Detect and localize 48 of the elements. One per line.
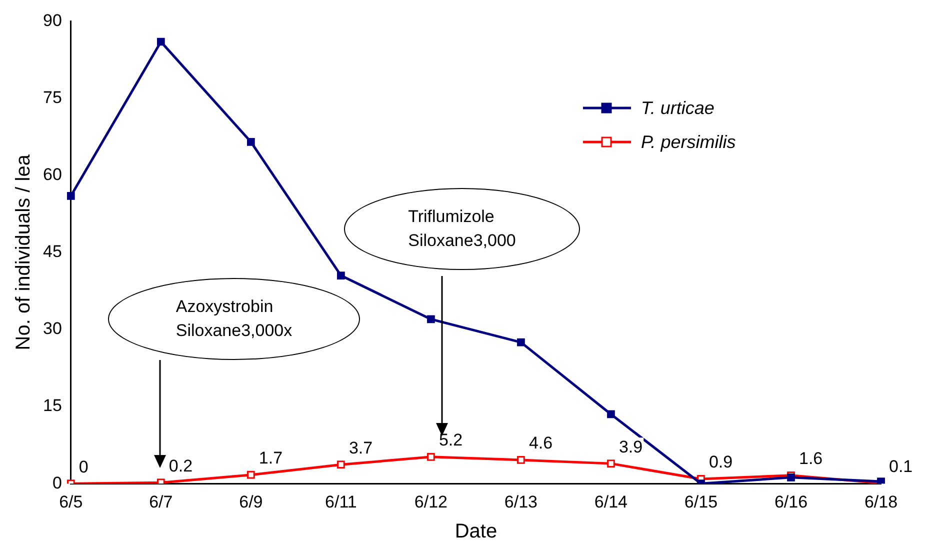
ellipse-callout: Azoxystrobin Siloxane3,000x: [108, 278, 360, 360]
x-axis-title: Date: [454, 520, 498, 543]
point: [787, 474, 795, 482]
point: [156, 38, 165, 46]
data-label: 0.1: [889, 456, 913, 476]
point: [607, 460, 615, 468]
data-label: 3.9: [618, 437, 643, 456]
x-tick-label: 6/5: [59, 492, 83, 512]
annotation: Triflumizole Siloxane3,000: [408, 206, 516, 252]
y-tick-label: 90: [42, 10, 62, 30]
data-label: 0.2: [168, 456, 193, 476]
point: [517, 338, 525, 346]
y-tick-label: 15: [42, 396, 62, 416]
legend-label: P. persimilis: [641, 132, 736, 153]
y-tick-label: 45: [42, 242, 62, 262]
y-tick-label: 0: [52, 473, 62, 492]
y-tick-label: 60: [42, 165, 62, 184]
x-tick-label: 6/12: [414, 492, 448, 512]
data-label: 1.7: [258, 448, 283, 468]
point: [337, 460, 345, 469]
x-tick-label: 6/14: [594, 492, 628, 512]
x-tick-label: 6/18: [864, 492, 898, 512]
x-tick-label: 6/13: [504, 492, 538, 512]
x-tick-label: 6/16: [774, 492, 808, 512]
data-label: 5.2: [438, 430, 463, 450]
point: [427, 315, 435, 324]
data-label: 0: [78, 457, 88, 476]
point: [247, 138, 255, 146]
data-label: 1.6: [798, 449, 823, 468]
legend-label: T. urticae: [641, 98, 714, 119]
point: [517, 456, 525, 464]
y-axis-title: No. of individuals / lea: [12, 154, 35, 350]
point: [337, 272, 345, 280]
y-tick-label: 75: [42, 88, 62, 107]
point: [427, 452, 435, 461]
x-tick-label: 6/15: [684, 492, 718, 512]
ellipse-callout: Triflumizole Siloxane3,000: [344, 188, 580, 270]
data-label: 0.9: [708, 452, 733, 472]
annotation: Azoxystrobin Siloxane3,000x: [176, 296, 292, 342]
point: [247, 470, 255, 479]
y-tick-label: 30: [42, 319, 62, 338]
data-label: 3.7: [348, 438, 373, 458]
x-tick-label: 6/9: [239, 492, 263, 512]
point: [66, 192, 75, 200]
data-label: 4.6: [528, 434, 553, 453]
x-tick-label: 6/7: [149, 492, 173, 512]
x-tick-label: 6/11: [325, 492, 357, 512]
point: [607, 410, 615, 418]
